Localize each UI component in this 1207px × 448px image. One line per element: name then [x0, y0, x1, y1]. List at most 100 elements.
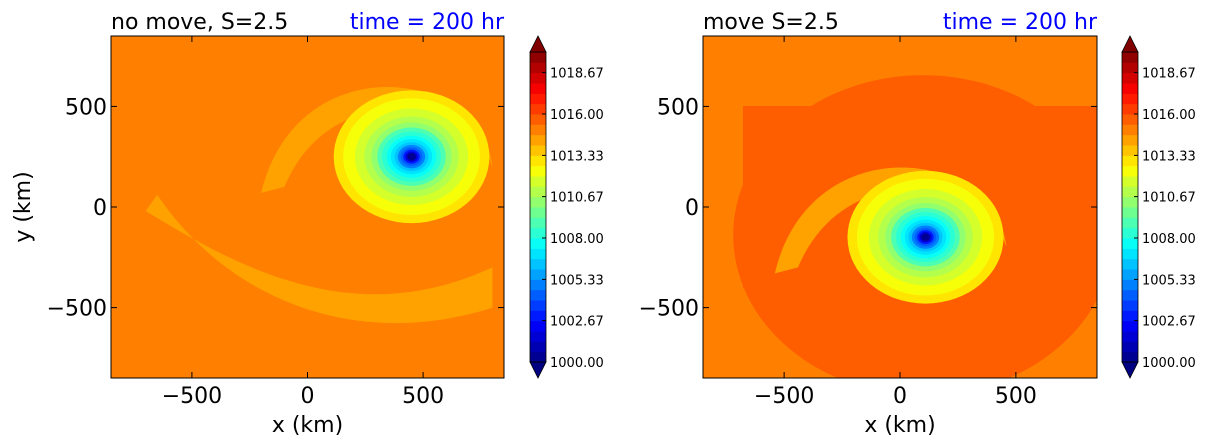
colorbar-extend-min [1121, 361, 1139, 379]
x-tick-label: 0 [301, 384, 315, 409]
colorbar-segment [1122, 207, 1138, 218]
x-tick-label: 500 [995, 384, 1037, 409]
colorbar: 1000.00 1002.67 1005.33 1008.00 1010.67 1013.… [1121, 35, 1196, 379]
colorbar-extend-max [1121, 35, 1139, 53]
colorbar-segment [1122, 134, 1138, 146]
colorbar-extend-min [529, 361, 547, 379]
colorbar-tick-label: 1016.00 [550, 108, 604, 123]
colorbar-tick-label: 1008.00 [550, 232, 604, 247]
x-axis-label: x (km) [272, 413, 343, 438]
pressure-field [703, 36, 1097, 378]
y-tick-label: −500 [47, 297, 107, 322]
colorbar-segment [530, 320, 546, 332]
colorbar-segment [530, 289, 546, 301]
x-tick-label: −500 [754, 384, 814, 409]
colorbar-segment [530, 258, 546, 270]
y-tick-label: 500 [65, 95, 107, 120]
colorbar-extend-max [529, 35, 547, 53]
colorbar-segment [530, 207, 546, 218]
colorbar-segment [1122, 83, 1138, 94]
colorbar-segment [530, 62, 546, 74]
colorbar-segment [530, 217, 546, 229]
time-label: time = 200 hr [943, 10, 1098, 35]
colorbar-segment [530, 238, 546, 249]
colorbar-tick-label: 1010.67 [1142, 191, 1196, 206]
panel-move: −500 0 500 −500 0 500 x (km) move S=2.5 time = 2… [639, 10, 1196, 438]
colorbar-segment [1122, 114, 1138, 125]
colorbar-segment [1122, 124, 1138, 136]
colorbar-tick-label: 1016.00 [1142, 108, 1196, 123]
colorbar-tick-label: 1013.33 [1142, 149, 1196, 164]
colorbar-segment [530, 300, 546, 311]
colorbar-tick-label: 1000.00 [550, 356, 604, 371]
colorbar-segment [1122, 300, 1138, 311]
colorbar-segment [1122, 93, 1138, 105]
vortex-ring [407, 153, 416, 161]
colorbar-segment [530, 310, 546, 322]
x-tick-label: −500 [162, 384, 222, 409]
colorbar-segment [530, 279, 546, 291]
colorbar-segment [1122, 52, 1138, 63]
colorbar-tick-label: 1013.33 [550, 149, 604, 164]
colorbar-segment [530, 248, 546, 260]
colorbar-segment [1122, 145, 1138, 156]
colorbar-segment [1122, 176, 1138, 187]
panel-title: move S=2.5 [703, 10, 839, 35]
colorbar-segment [530, 351, 546, 363]
colorbar-segment [530, 114, 546, 125]
colorbar-tick-label: 1000.00 [1142, 356, 1196, 371]
y-tick-label: 0 [93, 196, 107, 221]
colorbar-segment [1122, 351, 1138, 363]
colorbar-segment [1122, 258, 1138, 270]
colorbar-segment [1122, 289, 1138, 301]
colorbar-segment [1122, 341, 1138, 353]
colorbar-frame [1121, 51, 1139, 363]
colorbar-segment [1122, 238, 1138, 249]
y-tick-label: −500 [639, 297, 699, 322]
colorbar-segment [1122, 227, 1138, 239]
colorbar: 1000.00 1002.67 1005.33 1008.00 1010.67 1013.… [529, 35, 604, 379]
vortex-ring [921, 233, 930, 241]
y-tick-label: 0 [685, 196, 699, 221]
colorbar-segment [1122, 62, 1138, 74]
colorbar-segment [1122, 217, 1138, 229]
colorbar-segment [530, 145, 546, 156]
colorbar-segment [530, 341, 546, 353]
x-tick-label: 500 [402, 384, 444, 409]
colorbar-segment [1122, 248, 1138, 260]
time-label: time = 200 hr [350, 10, 505, 35]
colorbar-segment [1122, 186, 1138, 198]
colorbar-segment [1122, 310, 1138, 322]
colorbar-tick-label: 1018.67 [550, 67, 604, 82]
colorbar-segment [530, 196, 546, 208]
colorbar-segment [1122, 279, 1138, 291]
colorbar-tick-label: 1008.00 [1142, 232, 1196, 247]
colorbar-tick-label: 1002.67 [550, 315, 604, 330]
pressure-field [111, 36, 504, 378]
colorbar-tick-label: 1005.33 [1142, 273, 1196, 288]
colorbar-segment [1122, 331, 1138, 342]
colorbar-segment [530, 165, 546, 177]
colorbar-tick-label: 1010.67 [550, 191, 604, 206]
colorbar-tick-label: 1018.67 [1142, 67, 1196, 82]
x-tick-label: 0 [893, 384, 907, 409]
colorbar-segment [530, 134, 546, 146]
colorbar-segment [1122, 196, 1138, 208]
panel-title: no move, S=2.5 [111, 10, 288, 35]
colorbar-segment [530, 72, 546, 84]
colorbar-frame [529, 51, 547, 363]
colorbar-segment [530, 52, 546, 63]
colorbar-segment [530, 155, 546, 167]
colorbar-segment [1122, 72, 1138, 84]
colorbar-segment [530, 331, 546, 342]
colorbar-segment [530, 227, 546, 239]
colorbar-segment [530, 186, 546, 198]
colorbar-segment [1122, 165, 1138, 177]
y-tick-label: 500 [657, 95, 699, 120]
panel-no-move: −500 0 500 −500 0 500 x (km) y (km) no move, S=2… [11, 10, 604, 438]
colorbar-tick-label: 1005.33 [550, 273, 604, 288]
colorbar-tick-label: 1002.67 [1142, 315, 1196, 330]
y-axis-label: y (km) [11, 171, 36, 242]
colorbar-segment [1122, 320, 1138, 332]
